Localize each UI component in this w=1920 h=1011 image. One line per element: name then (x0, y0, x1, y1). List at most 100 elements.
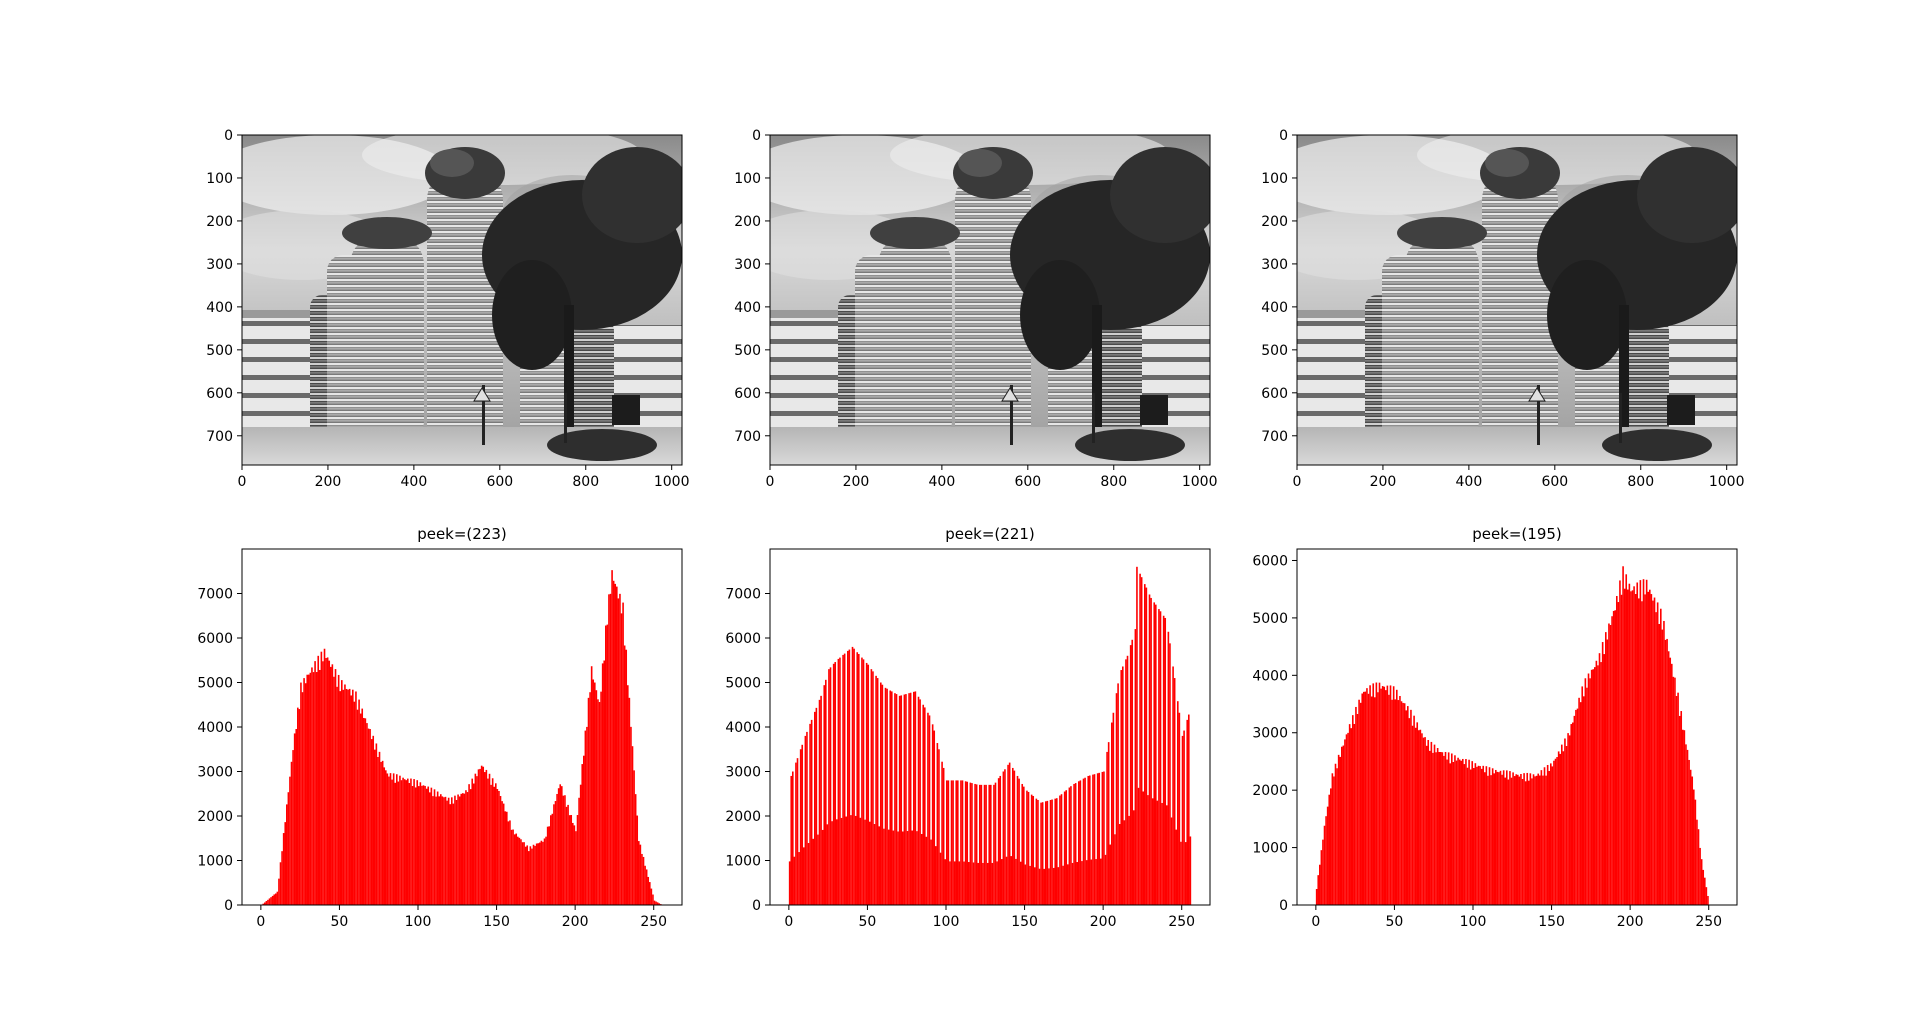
histogram-bar (1162, 615, 1165, 905)
histogram-bar (1688, 759, 1690, 905)
histogram-bar (1421, 733, 1423, 905)
histogram-bar (506, 811, 508, 905)
histogram-bar (1441, 752, 1444, 905)
y-tick-label: 0 (224, 128, 233, 144)
histogram-3-yticks: 0 1000 2000 3000 4000 5000 6000 (1252, 553, 1297, 914)
histogram-bar (323, 648, 326, 905)
histogram-panel-1: peek=(223) 0 50 100 150 200 250 0 1000 2000 3000… (197, 525, 683, 930)
histogram-bar (1462, 758, 1464, 905)
histogram-bar (1564, 738, 1566, 905)
histogram-bar (363, 717, 365, 905)
histogram-bar (1004, 769, 1006, 905)
histogram-bar (1520, 773, 1522, 905)
x-tick-label: 0 (1311, 914, 1320, 930)
image-frame-2 (769, 134, 1211, 466)
histogram-bar (953, 861, 956, 905)
histogram-bar (451, 797, 453, 905)
histogram-bar (1180, 841, 1182, 905)
histogram-bar (433, 789, 436, 905)
histogram-bar (927, 712, 929, 905)
histogram-bar (793, 856, 796, 905)
histogram-bar (1008, 762, 1011, 905)
histogram-bar (905, 694, 907, 905)
histogram-bar (330, 666, 332, 905)
x-tick-label: 0 (256, 914, 265, 930)
histogram-bar (1705, 887, 1708, 905)
histogram-bar (1424, 737, 1426, 905)
histogram-bar (303, 678, 305, 905)
histogram-bar (460, 793, 463, 905)
histogram-bar (1669, 657, 1672, 905)
y-tick-label: 0 (752, 898, 761, 914)
histogram-bar (1029, 865, 1031, 905)
histogram-bar (579, 784, 582, 905)
y-tick-label: 3000 (1252, 726, 1288, 742)
histogram-panel-2: peek=(221) 0 50 100 150 200 250 0 1000 2000 3000… (725, 525, 1211, 930)
histogram-bar (556, 793, 558, 905)
histogram-bar (856, 652, 859, 905)
histogram-bar (1098, 772, 1101, 905)
histogram-bar (1479, 766, 1481, 905)
histogram-bar (595, 690, 598, 905)
histogram-bar (845, 816, 848, 905)
histogram-bar (1145, 587, 1148, 905)
histogram-bar (356, 709, 359, 905)
histogram-bar (1515, 774, 1518, 905)
histogram-bar (543, 838, 546, 905)
histogram-bar (1410, 709, 1412, 905)
histogram-bar (980, 784, 983, 905)
histogram-bar (493, 786, 496, 905)
histogram-bar (1550, 763, 1552, 905)
histogram-bar (1134, 629, 1137, 905)
y-tick-label: 0 (752, 128, 761, 144)
histogram-bar (803, 847, 805, 905)
histogram-bar (837, 658, 840, 905)
histogram-bar (452, 803, 455, 905)
histogram-bar (911, 830, 914, 905)
histogram-bar (946, 780, 948, 905)
histogram-3-title: peek=(195) (1472, 525, 1562, 543)
histogram-bar (971, 783, 973, 905)
histogram-bar (1082, 778, 1085, 905)
histogram-bar (936, 743, 939, 905)
histogram-bar (589, 692, 591, 905)
histogram-bar (319, 669, 321, 905)
histogram-bar (407, 778, 409, 905)
histogram-bar (564, 795, 566, 905)
histogram-bar (1358, 699, 1360, 905)
histogram-bar (935, 846, 937, 905)
histogram-bar (792, 771, 794, 905)
histogram-bar (1480, 768, 1483, 905)
histogram-bar (829, 667, 832, 905)
histogram-bar (922, 704, 925, 905)
histogram-bar (526, 845, 529, 905)
y-tick-label: 6000 (725, 631, 761, 647)
histogram-bar (1537, 773, 1540, 905)
image-1-xticks: 0 200 400 600 800 1000 (238, 465, 690, 490)
histogram-bar (974, 783, 976, 905)
x-tick-label: 200 (1090, 914, 1117, 930)
y-tick-label: 5000 (1252, 611, 1288, 627)
histogram-bar (798, 852, 800, 905)
histogram-bar (1131, 639, 1134, 905)
histogram-bar (1026, 790, 1028, 905)
histogram-bar (1411, 725, 1414, 905)
y-tick-label: 200 (734, 214, 761, 230)
histogram-bar (832, 663, 835, 905)
histogram-bar (853, 648, 855, 905)
histogram-bar (1463, 764, 1466, 905)
histogram-panel-3: peek=(195) 0 50 100 150 200 250 0 1000 2000 3000… (1252, 525, 1738, 930)
x-tick-label: 50 (1386, 914, 1404, 930)
histogram-bar (1634, 594, 1637, 905)
y-tick-label: 300 (1261, 257, 1288, 273)
histogram-bar (983, 784, 986, 905)
histogram-bar (1675, 696, 1678, 905)
histogram-bar (297, 707, 299, 905)
histogram-1-bars (262, 570, 662, 905)
histogram-bar (1482, 765, 1485, 905)
x-tick-label: 200 (1370, 474, 1397, 490)
histogram-bar (1612, 610, 1615, 905)
y-tick-label: 3000 (197, 765, 233, 781)
histogram-bar (993, 784, 995, 905)
histogram-bar (628, 697, 631, 905)
